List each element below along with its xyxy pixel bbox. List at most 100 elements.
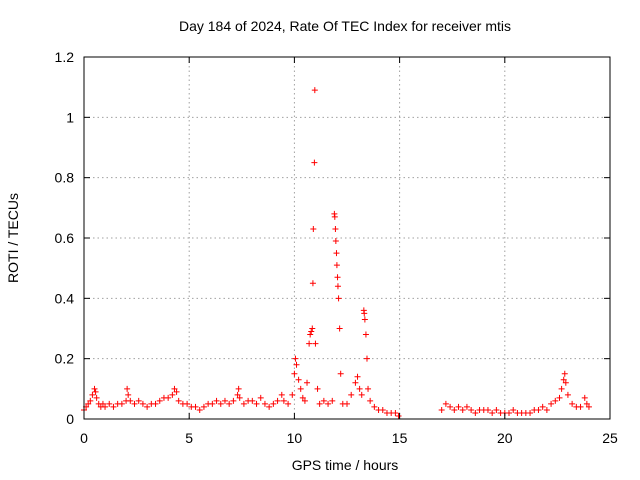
data-point	[561, 370, 568, 377]
data-point	[226, 400, 233, 407]
data-point	[333, 262, 340, 269]
data-point	[459, 406, 466, 413]
data-point	[93, 394, 100, 401]
data-point	[484, 406, 491, 413]
data-point	[379, 406, 386, 413]
plot-frame	[83, 56, 611, 420]
data-point	[585, 403, 592, 410]
data-point	[135, 397, 142, 404]
data-point	[89, 391, 96, 398]
data-point	[356, 385, 363, 392]
data-point	[325, 400, 332, 407]
data-points	[81, 87, 592, 419]
data-point	[447, 403, 454, 410]
data-point	[309, 325, 316, 332]
data-point	[274, 397, 281, 404]
data-point	[118, 400, 125, 407]
data-point	[106, 400, 113, 407]
data-point	[306, 340, 313, 347]
data-point	[249, 397, 256, 404]
data-point	[344, 400, 350, 407]
data-point	[361, 310, 368, 317]
data-point	[361, 316, 368, 323]
y-tick-label: 1	[66, 109, 74, 125]
x-tick-label: 0	[80, 430, 88, 446]
data-point	[569, 400, 576, 407]
data-point	[124, 385, 131, 392]
data-point	[583, 400, 590, 407]
x-tick-label: 25	[602, 430, 618, 446]
data-point	[144, 403, 151, 410]
data-point	[558, 385, 565, 392]
data-point	[438, 406, 445, 413]
data-point	[320, 397, 327, 404]
data-point	[289, 391, 296, 398]
data-point	[442, 400, 449, 407]
grid-lines	[84, 57, 610, 419]
data-point	[556, 394, 563, 401]
data-point	[139, 400, 146, 407]
data-point	[316, 400, 323, 407]
data-point	[307, 331, 314, 338]
data-point	[240, 400, 247, 407]
data-point	[173, 388, 180, 395]
data-point	[152, 400, 159, 407]
x-tick-label: 20	[497, 430, 513, 446]
data-point	[463, 403, 470, 410]
data-point	[192, 403, 199, 410]
data-point	[293, 361, 300, 368]
data-point	[171, 385, 178, 392]
data-point	[91, 385, 98, 392]
data-point	[235, 385, 242, 392]
data-point	[365, 385, 372, 392]
data-point	[543, 406, 550, 413]
y-tick-labels: 0 0.2 0.4 0.6 0.8 1 1.2	[55, 49, 75, 427]
data-point	[304, 379, 311, 386]
data-point	[156, 397, 163, 404]
data-point	[314, 385, 321, 392]
data-point	[257, 394, 264, 401]
y-tick-label: 0	[66, 411, 74, 427]
x-tick-label: 10	[287, 430, 303, 446]
data-point	[539, 403, 546, 410]
data-point	[362, 331, 369, 338]
data-point	[333, 250, 340, 257]
y-tick-label: 0.8	[55, 170, 75, 186]
data-point	[217, 400, 224, 407]
data-point	[169, 391, 176, 398]
data-point	[564, 391, 571, 398]
data-point	[297, 385, 304, 392]
data-point	[535, 406, 542, 413]
data-point	[266, 403, 273, 410]
data-point	[329, 397, 336, 404]
data-point	[493, 406, 500, 413]
data-point	[336, 325, 343, 332]
data-point	[291, 370, 298, 377]
data-point	[301, 397, 308, 404]
data-point	[292, 355, 299, 362]
y-tick-label: 0.4	[55, 290, 75, 306]
data-point	[184, 400, 191, 407]
data-point	[92, 388, 99, 395]
data-point	[455, 403, 462, 410]
data-point	[99, 400, 106, 407]
x-axis-label: GPS time / hours	[292, 457, 399, 473]
data-point	[221, 397, 228, 404]
data-point	[489, 409, 496, 416]
axis-ticks	[83, 56, 611, 420]
data-point	[110, 403, 117, 410]
data-point	[468, 406, 475, 413]
y-tick-label: 0.6	[55, 230, 75, 246]
x-tick-labels: 0 5 10 15 20 25	[80, 430, 618, 446]
data-point	[311, 159, 318, 166]
y-tick-label: 1.2	[55, 49, 75, 65]
data-point	[125, 391, 132, 398]
data-point	[395, 412, 402, 419]
data-point	[354, 373, 361, 380]
data-point	[581, 394, 588, 401]
data-point	[200, 403, 207, 410]
data-point	[358, 391, 365, 398]
data-point	[371, 403, 378, 410]
data-point	[280, 397, 287, 404]
